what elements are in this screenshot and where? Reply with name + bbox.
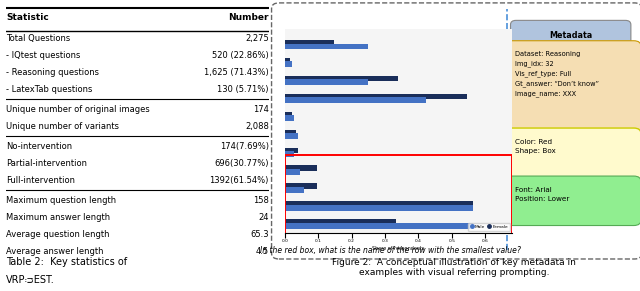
- Bar: [285, 79, 367, 85]
- Text: Statistic: Statistic: [6, 13, 49, 22]
- Bar: [285, 44, 367, 49]
- Text: Number: Number: [228, 13, 269, 22]
- Bar: [285, 40, 334, 45]
- X-axis label: Share of respondents: Share of respondents: [372, 246, 425, 251]
- Text: Metadata: Metadata: [549, 31, 592, 40]
- Text: Figure 2:  A conceptual illustration of key metadata in
examples with visual ref: Figure 2: A conceptual illustration of k…: [332, 258, 576, 277]
- Text: Total Questions: Total Questions: [6, 34, 70, 43]
- Text: 174(7.69%): 174(7.69%): [220, 142, 269, 151]
- Text: 2,088: 2,088: [245, 122, 269, 131]
- FancyBboxPatch shape: [504, 41, 640, 132]
- Bar: [285, 151, 294, 157]
- Bar: [285, 148, 298, 153]
- Text: - LatexTab questions: - LatexTab questions: [6, 85, 93, 94]
- Text: Maximum answer length: Maximum answer length: [6, 213, 111, 222]
- Text: Average question length: Average question length: [6, 230, 110, 239]
- Bar: [285, 61, 292, 67]
- Text: 130 (5.71%): 130 (5.71%): [218, 85, 269, 94]
- Legend: Male, Female: Male, Female: [468, 223, 510, 230]
- Bar: [285, 219, 396, 225]
- FancyBboxPatch shape: [504, 128, 640, 182]
- Text: Color: Red
Shape: Box: Color: Red Shape: Box: [515, 139, 556, 154]
- FancyBboxPatch shape: [511, 20, 631, 51]
- Bar: [285, 223, 473, 229]
- Text: - Reasoning questions: - Reasoning questions: [6, 68, 99, 77]
- Bar: [285, 183, 317, 189]
- FancyBboxPatch shape: [271, 3, 640, 259]
- Text: 2,275: 2,275: [245, 34, 269, 43]
- Bar: [285, 187, 303, 193]
- Text: 4.5: 4.5: [255, 246, 269, 255]
- Text: 65.3: 65.3: [250, 230, 269, 239]
- Text: VRPᴞEST.: VRPᴞEST.: [6, 275, 55, 285]
- Text: 696(30.77%): 696(30.77%): [214, 159, 269, 168]
- Text: 158: 158: [253, 196, 269, 205]
- Bar: [285, 76, 398, 81]
- Text: 1,625 (71.43%): 1,625 (71.43%): [204, 68, 269, 77]
- Text: 520 (22.86%): 520 (22.86%): [212, 51, 269, 60]
- Text: No-intervention: No-intervention: [6, 142, 72, 151]
- Text: 24: 24: [259, 213, 269, 222]
- Bar: [285, 97, 426, 103]
- FancyBboxPatch shape: [504, 176, 640, 226]
- Bar: [285, 166, 317, 171]
- Text: Partial-intervention: Partial-intervention: [6, 159, 88, 168]
- Bar: [285, 116, 294, 121]
- Bar: [285, 133, 298, 139]
- Text: Table 2:  Key statistics of: Table 2: Key statistics of: [6, 257, 127, 267]
- Bar: [285, 58, 291, 63]
- Text: Font: Arial
Position: Lower: Font: Arial Position: Lower: [515, 187, 570, 202]
- Bar: [285, 94, 467, 99]
- Text: Maximum question length: Maximum question length: [6, 196, 116, 205]
- Text: 174: 174: [253, 105, 269, 114]
- Bar: [285, 129, 296, 135]
- Text: Full-intervention: Full-intervention: [6, 176, 76, 185]
- Bar: [285, 111, 292, 117]
- Bar: [285, 201, 473, 207]
- Bar: [285, 169, 300, 175]
- Text: Average answer length: Average answer length: [6, 246, 104, 255]
- Text: - IQtest questions: - IQtest questions: [6, 51, 81, 60]
- Text: 1392(61.54%): 1392(61.54%): [209, 176, 269, 185]
- Text: In the red box, what is the name of the row with the smallest value?: In the red box, what is the name of the …: [260, 246, 520, 255]
- Text: Dataset: Reasoning
Img_idx: 32
Vis_ref_type: Full
Gt_answer: “Don’t know”
Image_: Dataset: Reasoning Img_idx: 32 Vis_ref_t…: [515, 51, 599, 97]
- Bar: [285, 205, 473, 211]
- Text: Unique number of original images: Unique number of original images: [6, 105, 150, 114]
- Text: Unique number of variants: Unique number of variants: [6, 122, 120, 131]
